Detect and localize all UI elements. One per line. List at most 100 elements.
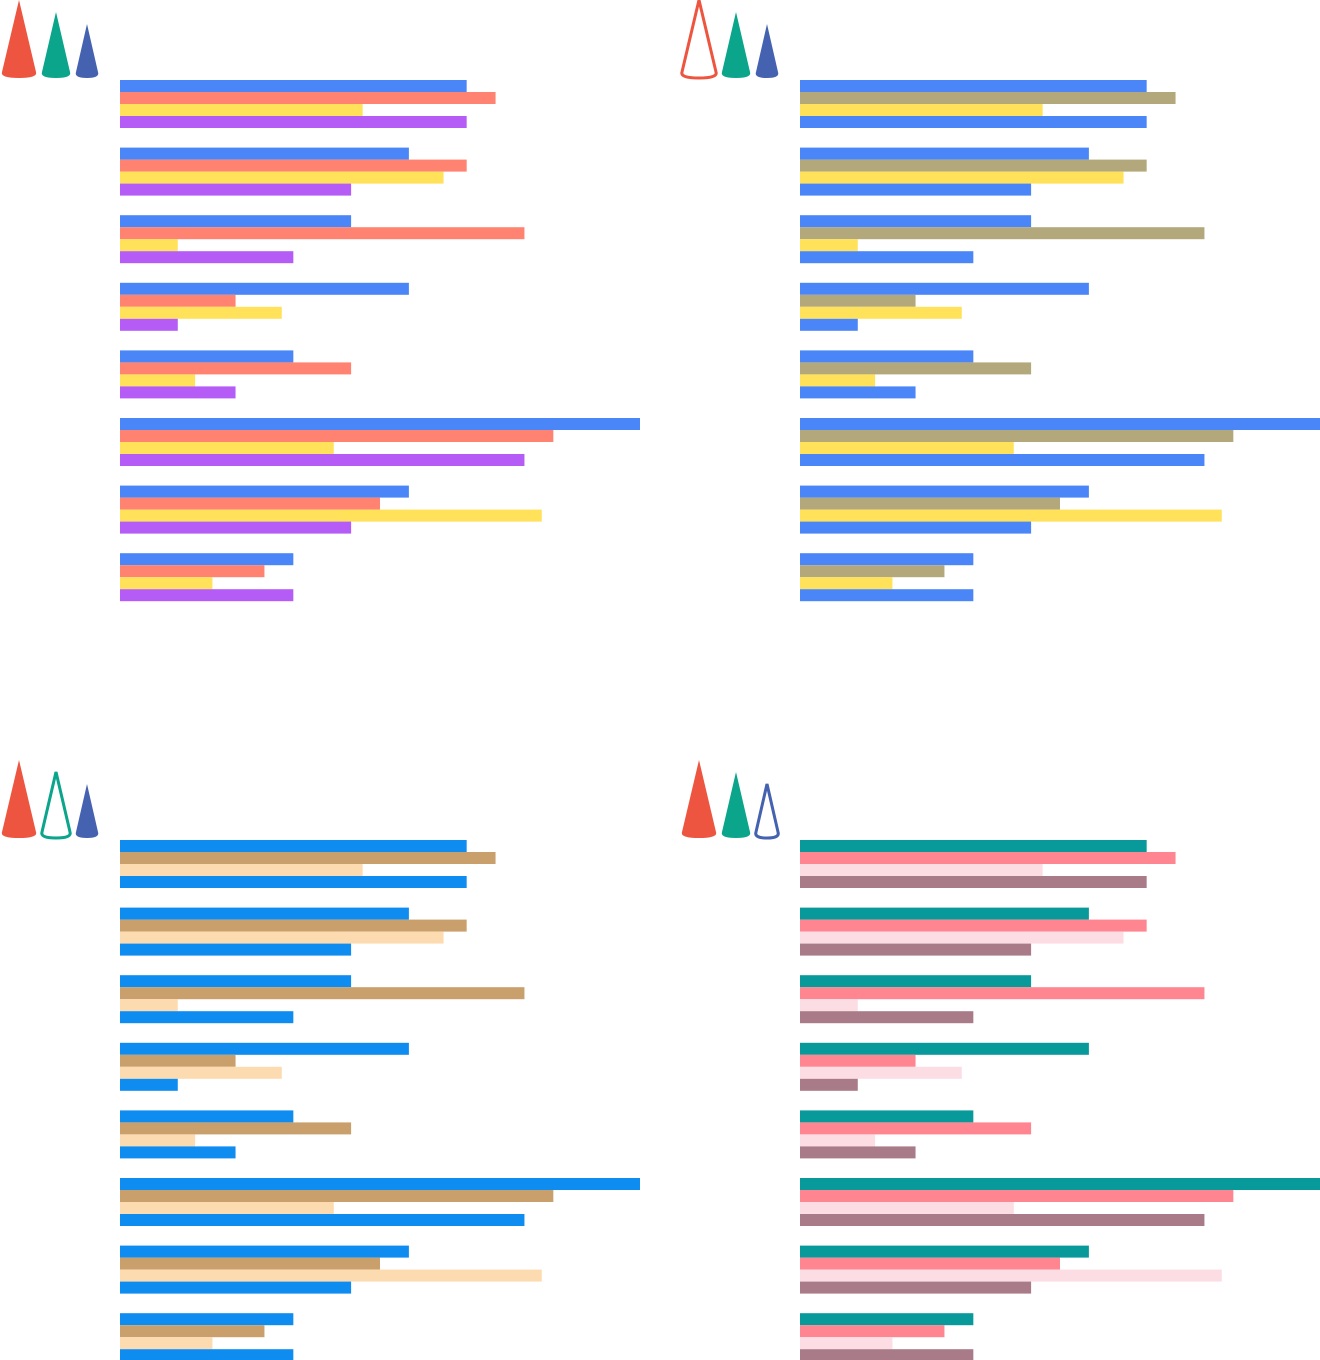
bar	[120, 251, 294, 264]
bar	[120, 521, 352, 534]
bar	[800, 350, 974, 363]
bar	[120, 306, 282, 319]
bar	[800, 1011, 974, 1024]
bar	[120, 1078, 178, 1091]
bar	[800, 1110, 974, 1123]
bar	[800, 1078, 858, 1091]
bar	[120, 92, 496, 104]
cone-toggle[interactable]	[41, 12, 71, 78]
bar	[120, 227, 525, 240]
bar	[800, 919, 1147, 932]
bar	[800, 215, 1032, 228]
bar	[800, 454, 1205, 466]
bar	[120, 840, 467, 852]
bar	[800, 1122, 1032, 1135]
cone-toggle[interactable]	[75, 784, 99, 838]
bar	[800, 430, 1234, 442]
bar	[800, 577, 893, 590]
bar	[120, 975, 352, 988]
bar	[800, 975, 1032, 988]
cone-toggle[interactable]	[754, 783, 780, 840]
cone-toggle[interactable]	[40, 771, 72, 840]
cone-toggle[interactable]	[721, 12, 751, 78]
bar	[120, 350, 294, 363]
bar	[800, 418, 1320, 430]
cone-toggle[interactable]	[681, 760, 717, 838]
bar	[120, 1214, 525, 1226]
chart-panel	[1, 760, 640, 1360]
bar	[120, 1313, 294, 1326]
bar	[120, 282, 409, 295]
bar	[800, 227, 1205, 240]
bar	[120, 553, 294, 566]
bar	[120, 589, 294, 602]
bar	[800, 386, 916, 399]
bar	[120, 1281, 352, 1294]
cone-toggle[interactable]	[721, 772, 751, 838]
bar	[800, 1042, 1089, 1055]
cone-toggle[interactable]	[755, 24, 779, 78]
bar	[800, 987, 1205, 1000]
bar	[120, 509, 542, 522]
bar	[800, 1325, 945, 1338]
cone-toggle[interactable]	[75, 24, 99, 78]
bar	[120, 1337, 213, 1350]
cone-toggle[interactable]	[1, 760, 37, 838]
bar	[120, 418, 640, 430]
bar	[120, 577, 213, 590]
bar	[800, 80, 1147, 92]
bar	[120, 147, 409, 160]
bar	[120, 497, 380, 510]
bar	[800, 509, 1222, 522]
bar	[120, 1202, 334, 1214]
bar	[120, 80, 467, 92]
bar	[120, 159, 467, 172]
bar	[800, 1146, 916, 1159]
bar	[800, 442, 1014, 454]
bar	[800, 553, 974, 566]
bar	[120, 104, 363, 116]
bar	[120, 485, 409, 498]
bar	[120, 1122, 352, 1135]
bar	[120, 864, 363, 876]
bar	[800, 931, 1124, 944]
bar	[800, 1313, 974, 1326]
bar	[800, 565, 945, 578]
bar	[120, 374, 196, 387]
bar	[120, 1134, 196, 1147]
bar	[120, 1054, 236, 1067]
bar	[800, 104, 1043, 116]
bar	[120, 1245, 409, 1258]
bar	[800, 183, 1032, 196]
bar	[800, 864, 1043, 876]
bar	[800, 1257, 1060, 1270]
bar	[120, 183, 352, 196]
bar	[120, 318, 178, 331]
bar	[800, 999, 858, 1012]
bar	[800, 840, 1147, 852]
bar	[120, 1190, 554, 1202]
bar	[120, 1325, 265, 1338]
bar	[120, 876, 467, 888]
cone-toggle[interactable]	[1, 0, 37, 78]
bar	[800, 362, 1032, 375]
bar	[120, 386, 236, 399]
bar	[120, 215, 352, 228]
cone-toggle[interactable]	[680, 0, 718, 80]
bar	[120, 1110, 294, 1123]
bar	[800, 92, 1176, 104]
bar	[120, 919, 467, 932]
bar	[800, 1349, 974, 1360]
bar	[120, 1178, 640, 1190]
bar	[800, 1134, 876, 1147]
bar	[800, 852, 1176, 864]
bar	[800, 485, 1089, 498]
bar	[800, 943, 1032, 956]
bar	[800, 907, 1089, 920]
bar	[800, 116, 1147, 128]
bar	[800, 1245, 1089, 1258]
bar	[120, 1257, 380, 1270]
bar	[800, 306, 962, 319]
bar	[120, 907, 409, 920]
